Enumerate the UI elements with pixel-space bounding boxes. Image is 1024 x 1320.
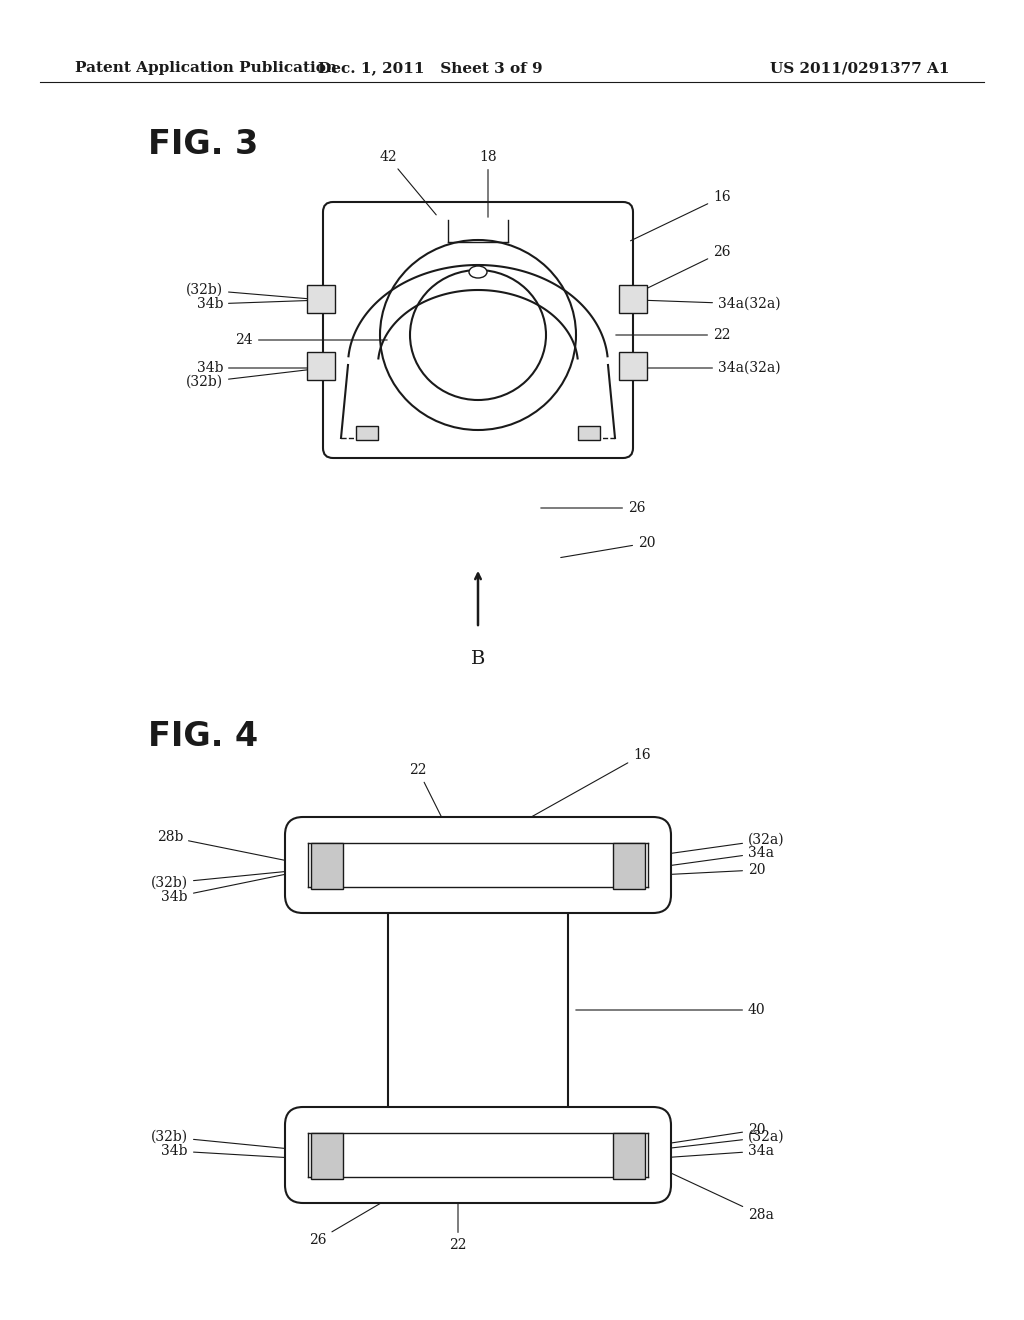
Bar xyxy=(388,890,568,1130)
Text: 20: 20 xyxy=(660,863,766,876)
Text: 34a: 34a xyxy=(648,1144,774,1159)
Text: FIG. 3: FIG. 3 xyxy=(148,128,258,161)
Text: 40: 40 xyxy=(575,1003,766,1016)
Text: 20: 20 xyxy=(561,536,655,557)
Ellipse shape xyxy=(469,267,487,279)
Text: 34b: 34b xyxy=(162,870,308,904)
Text: 22: 22 xyxy=(450,1193,467,1251)
Text: (32b): (32b) xyxy=(151,870,308,890)
Text: (32b): (32b) xyxy=(186,282,321,300)
Text: 26: 26 xyxy=(626,246,730,298)
Text: (32a): (32a) xyxy=(648,1130,784,1151)
Text: 34a(32a): 34a(32a) xyxy=(640,297,780,312)
FancyBboxPatch shape xyxy=(285,1107,671,1203)
Text: 34b: 34b xyxy=(162,1144,308,1159)
Text: 28a: 28a xyxy=(660,1168,774,1222)
Bar xyxy=(307,352,335,380)
Text: B: B xyxy=(471,649,485,668)
Text: 26: 26 xyxy=(309,1195,395,1247)
Bar xyxy=(613,843,645,888)
Text: 34a: 34a xyxy=(648,846,774,869)
Bar xyxy=(356,426,378,440)
Bar xyxy=(578,426,600,440)
Text: 42: 42 xyxy=(379,150,436,215)
Bar xyxy=(618,352,647,380)
Text: 20: 20 xyxy=(660,1123,766,1144)
Text: Patent Application Publication: Patent Application Publication xyxy=(75,61,337,75)
Text: 16: 16 xyxy=(510,748,650,829)
FancyBboxPatch shape xyxy=(285,817,671,913)
Bar xyxy=(311,1133,343,1179)
Text: FIG. 4: FIG. 4 xyxy=(148,719,258,752)
Text: 34b: 34b xyxy=(197,297,321,312)
Text: 22: 22 xyxy=(615,327,730,342)
Text: 22: 22 xyxy=(410,763,446,828)
Text: 24: 24 xyxy=(236,333,387,347)
Text: 18: 18 xyxy=(479,150,497,218)
Text: 26: 26 xyxy=(541,502,645,515)
Text: (32b): (32b) xyxy=(186,368,321,389)
Text: 34a(32a): 34a(32a) xyxy=(640,360,780,375)
Bar xyxy=(618,285,647,313)
Text: 34b: 34b xyxy=(197,360,321,375)
Text: 28b: 28b xyxy=(157,830,305,865)
Bar xyxy=(311,843,343,888)
Bar xyxy=(613,1133,645,1179)
Bar xyxy=(307,285,335,313)
Text: (32a): (32a) xyxy=(648,833,784,857)
Text: US 2011/0291377 A1: US 2011/0291377 A1 xyxy=(770,61,950,75)
Text: 16: 16 xyxy=(631,190,731,240)
Text: (32b): (32b) xyxy=(151,1130,308,1151)
Text: Dec. 1, 2011   Sheet 3 of 9: Dec. 1, 2011 Sheet 3 of 9 xyxy=(317,61,543,75)
